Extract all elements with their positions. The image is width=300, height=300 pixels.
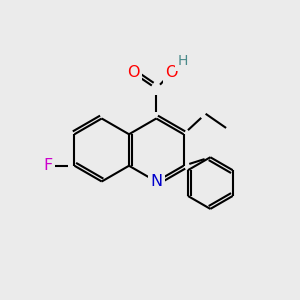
Text: N: N	[150, 174, 162, 189]
Text: O: O	[127, 65, 139, 80]
Text: H: H	[178, 54, 188, 68]
Text: O: O	[165, 65, 178, 80]
Text: F: F	[43, 158, 52, 173]
